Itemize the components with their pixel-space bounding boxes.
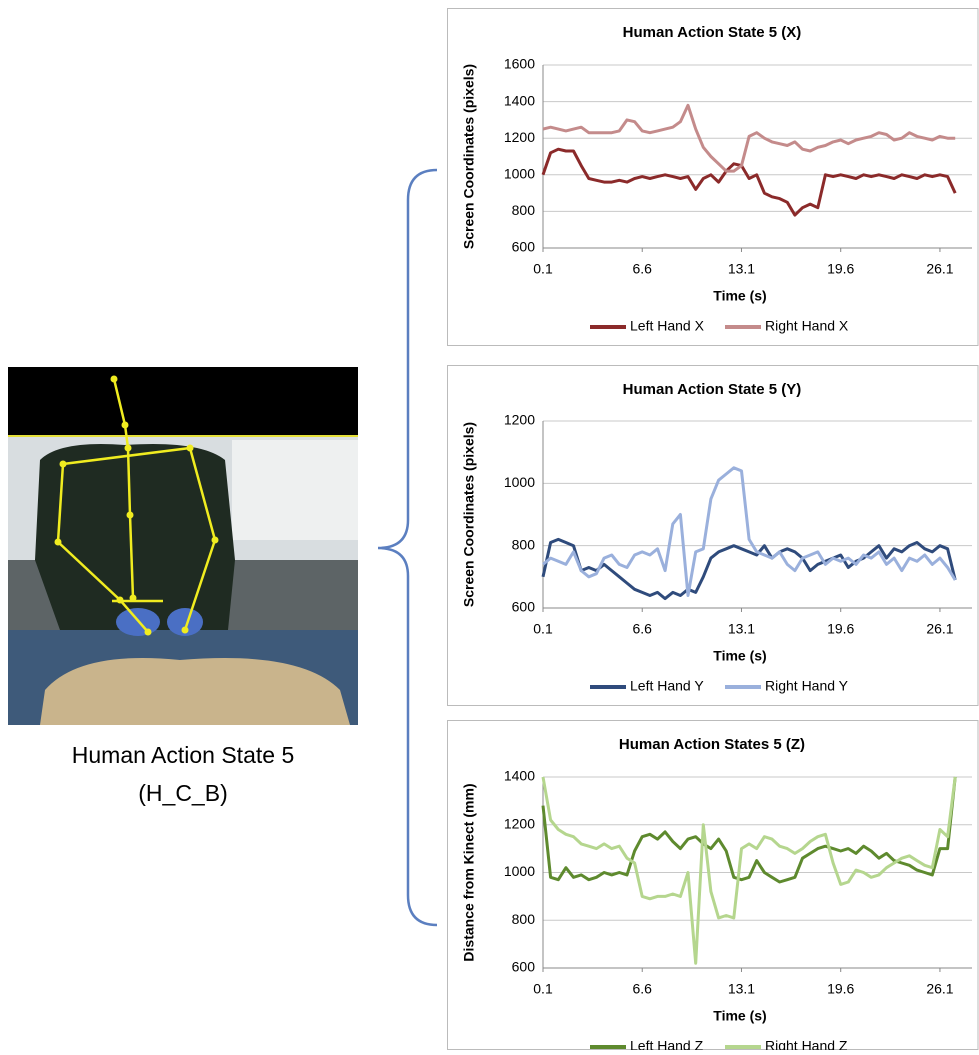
x-axis-label: Time (s): [713, 1008, 766, 1024]
chart-panel: [447, 720, 979, 1050]
y-tick-label: 1200: [504, 129, 535, 145]
x-tick-label: 19.6: [827, 981, 854, 997]
y-tick-label: 1000: [504, 863, 535, 879]
series-line: [541, 537, 957, 601]
y-tick-label: 1000: [504, 474, 535, 490]
chart-title: Human Action States 5 (Z): [619, 736, 805, 753]
y-tick-label: 1200: [504, 412, 535, 428]
bracket: [377, 168, 438, 927]
series-line: [541, 776, 957, 884]
y-axis-label: Screen Coordinates (pixels): [461, 422, 477, 607]
legend-label: Right Hand Z: [765, 1038, 848, 1050]
y-tick-label: 1000: [504, 166, 535, 182]
legend-label: Left Hand X: [630, 318, 705, 334]
legend-label: Right Hand X: [765, 318, 849, 334]
x-tick-label: 19.6: [827, 621, 854, 637]
x-tick-label: 0.1: [533, 981, 553, 997]
y-tick-label: 600: [512, 239, 536, 255]
x-tick-label: 26.1: [926, 981, 953, 997]
chart-panel: [447, 365, 979, 706]
chart-title: Human Action State 5 (Y): [623, 381, 802, 398]
x-axis-label: Time (s): [713, 648, 766, 664]
legend-label: Left Hand Y: [630, 678, 704, 694]
series-line: [541, 147, 957, 217]
x-tick-label: 6.6: [633, 261, 653, 277]
y-tick-label: 1400: [504, 92, 535, 108]
x-tick-label: 13.1: [728, 621, 755, 637]
series-line: [542, 103, 956, 173]
x-tick-label: 6.6: [633, 981, 653, 997]
series-line: [541, 776, 957, 965]
y-axis-label: Screen Coordinates (pixels): [461, 64, 477, 249]
x-tick-label: 19.6: [827, 261, 854, 277]
y-tick-label: 800: [512, 202, 536, 218]
y-tick-label: 600: [512, 959, 536, 975]
y-tick-label: 800: [512, 536, 536, 552]
x-tick-label: 26.1: [926, 261, 953, 277]
y-tick-label: 1600: [504, 56, 535, 72]
caption: (H_C_B): [138, 780, 227, 806]
y-tick-label: 1200: [504, 815, 535, 831]
series-line: [542, 466, 957, 597]
legend-label: Right Hand Y: [765, 678, 849, 694]
x-tick-label: 13.1: [728, 261, 755, 277]
x-tick-label: 6.6: [633, 621, 653, 637]
y-axis-label: Distance from Kinect (mm): [461, 783, 477, 961]
y-tick-label: 600: [512, 599, 536, 615]
caption: Human Action State 5: [72, 742, 294, 768]
y-tick-label: 1400: [504, 768, 535, 784]
chart-title: Human Action State 5 (X): [623, 24, 802, 41]
x-tick-label: 0.1: [533, 261, 553, 277]
legend-label: Left Hand Z: [630, 1038, 704, 1050]
y-tick-label: 800: [512, 911, 536, 927]
photo: [8, 367, 358, 725]
x-tick-label: 26.1: [926, 621, 953, 637]
x-tick-label: 13.1: [728, 981, 755, 997]
x-axis-label: Time (s): [713, 288, 766, 304]
x-tick-label: 0.1: [533, 621, 553, 637]
